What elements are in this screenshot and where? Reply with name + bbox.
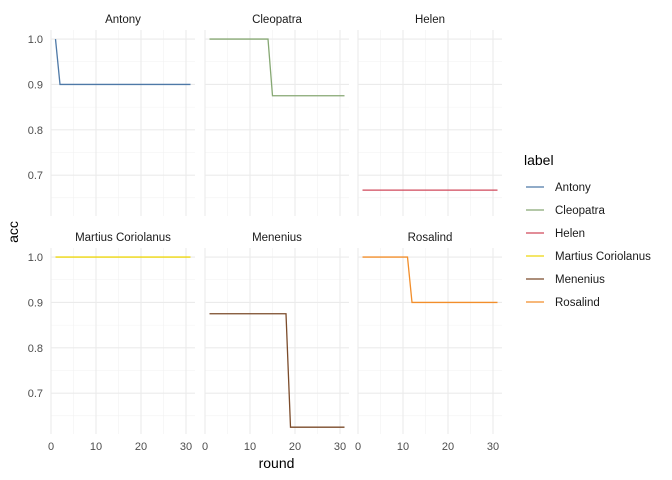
x-tick-label: 0 (202, 441, 208, 453)
x-tick-label: 30 (334, 441, 346, 453)
y-tick-label: 0.7 (28, 388, 43, 400)
legend-label: Menenius (555, 274, 605, 286)
y-tick-label: 1.0 (28, 252, 43, 264)
legend-label: Antony (555, 182, 591, 194)
y-axis-title: acc (5, 221, 21, 243)
legend-label: Helen (555, 228, 585, 240)
facet-strip-label: Cleopatra (252, 14, 302, 26)
facet-panel-helen (357, 30, 502, 216)
facet-panel-antony (50, 30, 195, 216)
x-tick-label: 10 (397, 441, 409, 453)
legend-label: Cleopatra (555, 205, 605, 217)
x-tick-label: 0 (355, 441, 361, 453)
x-tick-label: 10 (90, 441, 102, 453)
y-tick-label: 0.9 (28, 79, 43, 91)
facet-strip-label: Rosalind (408, 232, 453, 244)
x-tick-label: 30 (180, 441, 192, 453)
x-tick-label: 20 (135, 441, 147, 453)
facet-panel-cleopatra (204, 30, 349, 216)
legend-label: Martius Coriolanus (555, 251, 651, 263)
x-tick-label: 20 (442, 441, 454, 453)
y-tick-label: 1.0 (28, 34, 43, 46)
facet-strip-label: Menenius (252, 232, 302, 244)
y-tick-label: 0.8 (28, 343, 43, 355)
x-tick-label: 30 (487, 441, 499, 453)
legend-label: Rosalind (555, 297, 600, 309)
x-tick-label: 20 (289, 441, 301, 453)
x-tick-label: 10 (244, 441, 256, 453)
legend-title: label (524, 152, 554, 168)
series-line-cleopatra (209, 38, 345, 97)
series-line-rosalind (362, 256, 498, 304)
y-tick-label: 0.7 (28, 170, 43, 182)
facet-panel-martius-coriolanus (50, 248, 195, 434)
y-tick-label: 0.9 (28, 297, 43, 309)
series-line-antony (54, 39, 191, 86)
x-tick-label: 0 (48, 441, 54, 453)
x-axis-title: round (259, 455, 295, 471)
facet-panel-menenius (204, 248, 349, 434)
series-line-menenius (209, 313, 345, 428)
facet-strip-label: Helen (415, 14, 445, 26)
y-tick-label: 0.8 (28, 125, 43, 137)
facet-strip-label: Antony (105, 14, 141, 26)
facet-panel-rosalind (357, 248, 502, 434)
facet-strip-label: Martius Coriolanus (75, 232, 171, 244)
